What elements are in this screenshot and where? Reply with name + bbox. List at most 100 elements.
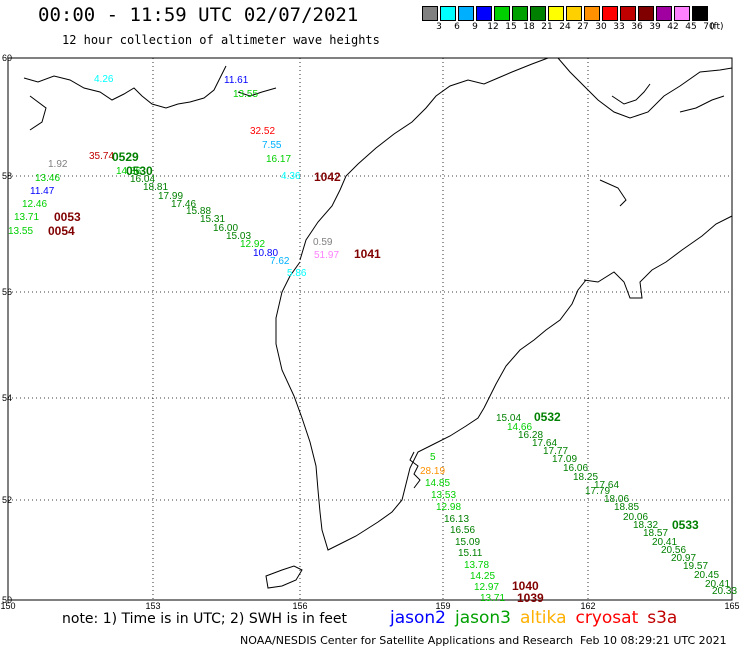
legend-swatch <box>440 6 456 21</box>
longitude-label: 165 <box>724 601 739 611</box>
wave-height-label: 17.64 <box>532 438 557 449</box>
wave-height-label: 18.32 <box>633 520 658 531</box>
legend-label: 30 <box>595 22 607 32</box>
legend-label: 45 <box>685 22 697 32</box>
wave-height-label: 11.47 <box>30 186 55 197</box>
wave-height-label: 17.79 <box>585 486 610 497</box>
wave-height-label: 18.25 <box>573 472 598 483</box>
wave-height-label: 32.52 <box>250 126 275 137</box>
pass-time-label: 0054 <box>48 224 75 238</box>
wave-height-label: 28.19 <box>420 466 445 477</box>
pass-time-label: 0529 <box>112 150 139 164</box>
legend-swatch <box>602 6 618 21</box>
wave-height-label: 20.56 <box>661 545 686 556</box>
wave-height-label: 17.99 <box>158 191 183 202</box>
legend-label: 9 <box>472 22 478 32</box>
legend-swatch <box>530 6 546 21</box>
legend-label: 42 <box>667 22 679 32</box>
wave-height-label: 0.59 <box>313 237 333 248</box>
satellite-legend: jason2 jason3 altika cryosat s3a <box>390 608 686 628</box>
wave-height-label: 18.85 <box>614 502 639 513</box>
wave-height-label: 13.46 <box>35 173 60 184</box>
wave-height-label: 11.61 <box>224 75 249 86</box>
wave-height-label: 17.46 <box>171 199 196 210</box>
wave-height-label: 20.41 <box>652 537 677 548</box>
wave-height-label: 17.77 <box>543 446 568 457</box>
legend-label: 36 <box>631 22 643 32</box>
latitude-label: 52 <box>2 495 12 505</box>
latitude-label: 60 <box>2 53 12 63</box>
legend-label: 70 <box>703 22 715 32</box>
wave-height-label: 14.86 <box>116 166 141 177</box>
wave-height-label: 20.41 <box>705 579 730 590</box>
latitude-labels: 60 58 56 54 52 50 <box>2 53 12 605</box>
wave-height-label: 18.06 <box>604 494 629 505</box>
pass-time-label: 0530 <box>126 164 153 178</box>
wave-height-label: 19.57 <box>683 561 708 572</box>
legend-label: 3 <box>436 22 442 32</box>
wave-height-label: 18.81 <box>143 182 168 193</box>
legend-swatch <box>458 6 474 21</box>
wave-height-label: 15.03 <box>226 231 251 242</box>
wave-height-label: 14.85 <box>425 478 450 489</box>
latitude-label: 54 <box>2 393 12 403</box>
footer-note: note: 1) Time is in UTC; 2) SWH is in fe… <box>62 611 348 627</box>
wave-height-label: 20.33 <box>712 586 737 597</box>
legend-swatch <box>494 6 510 21</box>
legend-unit: (ft) <box>710 22 724 32</box>
wave-height-label: 16.13 <box>444 514 469 525</box>
legend-swatch <box>584 6 600 21</box>
satellite-name: jason2 <box>390 608 446 628</box>
longitude-label: 159 <box>435 601 450 611</box>
wave-height-label: 16.17 <box>266 154 291 165</box>
wave-height-label: 16.04 <box>130 174 155 185</box>
wave-height-label: 13.55 <box>8 226 33 237</box>
wave-height-label: 10.80 <box>253 248 278 259</box>
wave-height-label: 13.78 <box>464 560 489 571</box>
latitude-label: 56 <box>2 287 12 297</box>
legend-swatch <box>638 6 654 21</box>
longitude-labels: 150 153 156 159 162 165 <box>0 601 739 611</box>
wave-height-label: 12.46 <box>22 199 47 210</box>
wave-height-label: 13.71 <box>480 593 505 604</box>
legend-swatch <box>620 6 636 21</box>
wave-height-label: 17.09 <box>552 454 577 465</box>
legend-label: 6 <box>454 22 460 32</box>
color-scale-legend: (ft) 3 6 9 12 15 18 21 24 27 30 33 36 39 42 45 70 <box>422 6 728 36</box>
legend-swatch <box>512 6 528 21</box>
wave-height-label: 7.55 <box>262 140 282 151</box>
pass-time-label: 1042 <box>314 170 341 184</box>
wave-height-label: 15.04 <box>496 413 521 424</box>
wave-height-labels: 4.26 11.61 13.55 32.52 7.55 16.17 4.36 1.92 35.7… <box>8 74 737 604</box>
wave-height-label: 15.09 <box>455 537 480 548</box>
wave-height-label: 20.45 <box>694 570 719 581</box>
legend-label: 18 <box>523 22 535 32</box>
wave-height-label: 5.86 <box>287 268 307 279</box>
footer-credit: NOAA/NESDIS Center for Satellite Applica… <box>240 634 574 647</box>
wave-height-label: 15.88 <box>186 206 211 217</box>
longitude-label: 153 <box>145 601 160 611</box>
legend-label: 33 <box>613 22 625 32</box>
longitude-label: 156 <box>292 601 307 611</box>
legend-swatch <box>422 6 438 21</box>
pass-time-label: 0053 <box>54 210 81 224</box>
wave-height-label: 1.92 <box>48 159 68 170</box>
satellite-name: s3a <box>647 608 678 628</box>
legend-label: 24 <box>559 22 571 32</box>
wave-height-label: 15.11 <box>458 548 483 559</box>
pass-time-label: 0532 <box>534 410 561 424</box>
legend-label: 27 <box>577 22 589 32</box>
pass-time-label: 1039 <box>517 591 544 605</box>
legend-swatch <box>548 6 564 21</box>
wave-height-label: 20.97 <box>671 553 696 564</box>
legend-label: 15 <box>505 22 517 32</box>
coastline <box>23 57 733 589</box>
legend-swatch <box>692 6 708 21</box>
wave-height-label: 12.98 <box>436 502 461 513</box>
legend-swatch <box>476 6 492 21</box>
pass-time-label: 0533 <box>672 518 699 532</box>
wave-height-label: 18.57 <box>643 528 668 539</box>
page-title: 00:00 - 11:59 UTC 02/07/2021 <box>38 4 359 26</box>
footer-timestamp: Feb 10 08:29:21 UTC 2021 <box>580 634 727 647</box>
